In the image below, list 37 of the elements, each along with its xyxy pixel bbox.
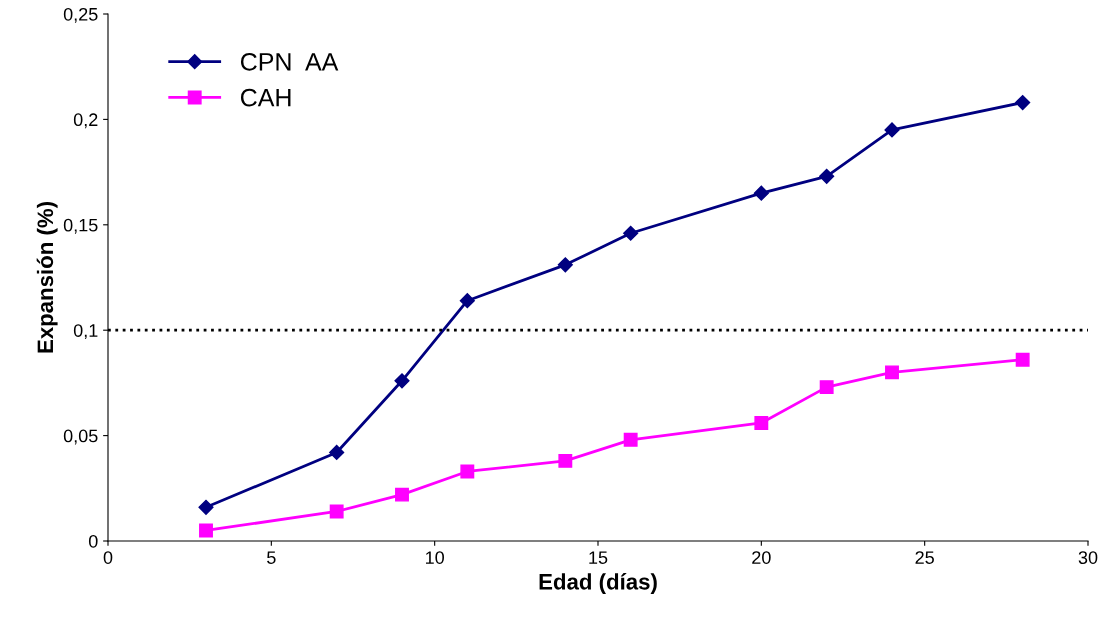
point [1015, 94, 1031, 111]
point [753, 185, 769, 201]
point [557, 257, 573, 273]
point [754, 416, 769, 430]
point [819, 380, 834, 395]
x-tick-label: 20 [752, 551, 771, 564]
point [885, 365, 899, 380]
x-tick-label: 0 [103, 551, 113, 564]
y-tick-label: 0 [88, 534, 98, 548]
y-tick-label: 0,1 [73, 324, 98, 340]
point [459, 293, 475, 309]
point [460, 464, 475, 479]
point [395, 487, 409, 502]
x-tick-label: 5 [267, 551, 276, 564]
point [1015, 352, 1030, 367]
legend-label: CPN AA [240, 52, 339, 71]
point [394, 373, 410, 389]
point [198, 499, 214, 515]
point [199, 523, 213, 538]
y-tick-label: 0,2 [73, 113, 98, 129]
point [329, 444, 345, 461]
point [623, 225, 639, 241]
legend-label: CAH [240, 88, 291, 107]
point [558, 453, 573, 468]
x-tick-label: 10 [426, 551, 444, 564]
point [819, 168, 835, 184]
y-axis-title: Expansión (%) [36, 202, 58, 353]
y-tick-label: 0,05 [63, 429, 98, 445]
point [884, 122, 900, 138]
y-tick-label: 0,15 [63, 218, 98, 234]
x-axis-title: Edad (días) [539, 573, 657, 595]
x-tick-label: 30 [1078, 551, 1098, 564]
x-tick-label: 15 [589, 551, 608, 564]
point [329, 504, 344, 519]
point [623, 432, 638, 447]
y-tick-label: 0,25 [63, 7, 98, 23]
x-tick-label: 25 [915, 551, 934, 564]
